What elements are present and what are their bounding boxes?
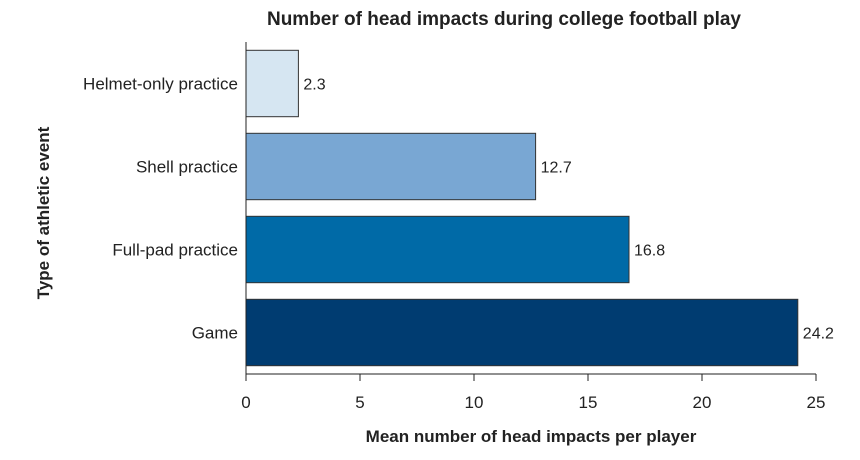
x-tick-label-1: 5 bbox=[355, 393, 364, 412]
bar-1 bbox=[245, 132, 537, 201]
chart-title: Number of head impacts during college fo… bbox=[267, 9, 741, 30]
data-labels: 2.3 12.7 16.8 24.2 bbox=[303, 77, 834, 343]
category-label-0: Helmet-only practice bbox=[83, 75, 238, 94]
category-label-1: Shell practice bbox=[136, 158, 238, 177]
x-tick-label-0: 0 bbox=[241, 393, 250, 412]
data-label-1: 12.7 bbox=[541, 160, 572, 177]
category-label-2: Full-pad practice bbox=[112, 241, 238, 260]
y-axis-label: Type of athletic event bbox=[34, 126, 53, 299]
x-tick-label-2: 10 bbox=[465, 393, 484, 412]
x-axis-label: Mean number of head impacts per player bbox=[366, 427, 697, 446]
data-label-2: 16.8 bbox=[634, 243, 665, 260]
x-tick-label-5: 25 bbox=[807, 393, 826, 412]
bars-group bbox=[245, 49, 799, 367]
x-tick-label-4: 20 bbox=[693, 393, 712, 412]
category-labels: Helmet-only practice Shell practice Full-p… bbox=[83, 75, 238, 343]
bar-2 bbox=[245, 215, 630, 284]
data-label-0: 2.3 bbox=[303, 77, 325, 94]
category-label-3: Game bbox=[192, 324, 238, 343]
data-label-3: 24.2 bbox=[803, 326, 834, 343]
bar-3 bbox=[245, 298, 799, 367]
bar-0 bbox=[245, 49, 299, 118]
x-tick-label-3: 15 bbox=[579, 393, 598, 412]
x-axis-ticks: 0 5 10 15 20 25 bbox=[241, 374, 825, 412]
